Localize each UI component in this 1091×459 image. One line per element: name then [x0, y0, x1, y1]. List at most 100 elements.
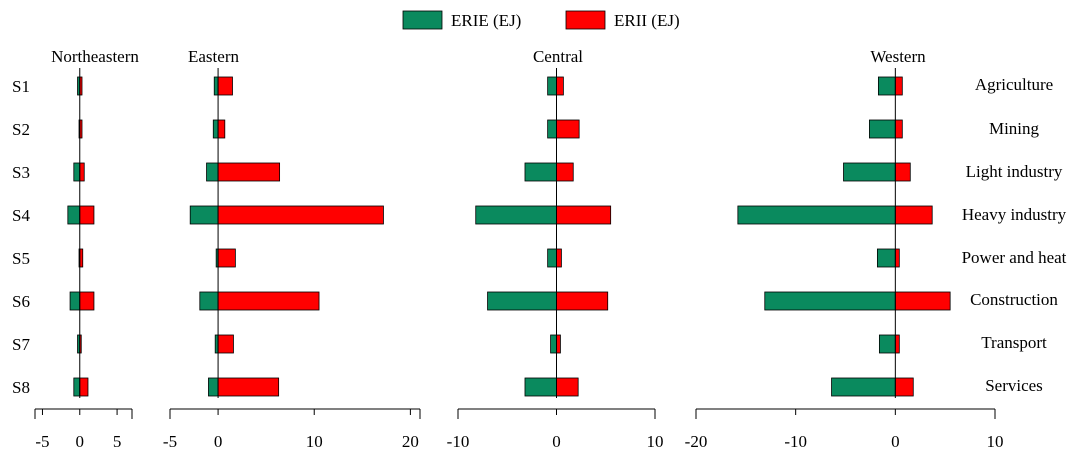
bar-erie-northeastern-s8 — [73, 377, 81, 397]
bar-erie-eastern-s4 — [189, 205, 219, 225]
bar-erie-eastern-s1 — [213, 76, 219, 96]
bar-erii-eastern-s5 — [217, 248, 236, 268]
sector-label-construction: Construction — [970, 290, 1058, 309]
panel-western: Western -20 -10 0 10 — [685, 47, 1004, 451]
row-label-s4: S4 — [12, 206, 30, 225]
row-label-s2: S2 — [12, 120, 30, 139]
bar-erii-western-s4 — [894, 205, 933, 225]
bar-erie-central-s3 — [524, 162, 557, 182]
x-tick-label-eastern-0: 0 — [214, 432, 223, 451]
bar-erii-northeastern-s8 — [79, 377, 89, 397]
x-tick-label-western--20: -20 — [685, 432, 708, 451]
bar-erii-central-s1 — [556, 76, 564, 96]
x-tick-label-central-0: 0 — [552, 432, 561, 451]
panel-northeastern: Northeastern -5 0 5 — [34, 47, 139, 451]
bar-erie-eastern-s8 — [208, 377, 219, 397]
bar-erii-central-s4 — [556, 205, 612, 225]
panel-title-central: Central — [533, 47, 583, 66]
panel-title-northeastern: Northeastern — [51, 47, 139, 66]
bar-erie-central-s6 — [487, 291, 557, 311]
bar-erii-eastern-s3 — [217, 162, 281, 182]
bar-erie-central-s4 — [475, 205, 557, 225]
bar-erie-western-s8 — [831, 377, 896, 397]
bar-erie-eastern-s2 — [212, 119, 219, 139]
bar-erie-western-s2 — [869, 119, 896, 139]
bar-erie-central-s2 — [547, 119, 557, 139]
row-label-s6: S6 — [12, 292, 30, 311]
bar-erie-northeastern-s4 — [67, 205, 81, 225]
sector-label-light-industry: Light industry — [966, 162, 1063, 181]
legend-label-erie: ERIE (EJ) — [451, 11, 521, 30]
bar-erii-eastern-s6 — [217, 291, 320, 311]
row-label-s1: S1 — [12, 77, 30, 96]
bar-erii-central-s5 — [556, 248, 562, 268]
bar-erie-western-s5 — [876, 248, 896, 268]
row-label-s3: S3 — [12, 163, 30, 182]
bar-erii-western-s5 — [894, 248, 900, 268]
bar-erie-eastern-s6 — [199, 291, 219, 311]
bar-erii-central-s6 — [556, 291, 609, 311]
sector-label-transport: Transport — [981, 333, 1047, 352]
row-label-s5: S5 — [12, 249, 30, 268]
panel-central: Central -10 0 10 — [447, 47, 664, 451]
bar-erii-eastern-s1 — [217, 76, 233, 96]
bar-erie-northeastern-s3 — [73, 162, 81, 182]
bar-erii-western-s8 — [894, 377, 914, 397]
bar-erii-northeastern-s3 — [79, 162, 85, 182]
x-tick-label-central-10: 10 — [647, 432, 664, 451]
x-tick-label-northeastern-0: 0 — [76, 432, 85, 451]
bar-erie-western-s4 — [737, 205, 896, 225]
bar-erii-eastern-s8 — [217, 377, 280, 397]
legend-swatch-erie — [402, 10, 443, 30]
row-label-s7: S7 — [12, 335, 30, 354]
bar-erii-eastern-s2 — [217, 119, 226, 139]
bar-erii-central-s3 — [556, 162, 574, 182]
x-tick-label-eastern-10: 10 — [306, 432, 323, 451]
panels: Northeastern -5 0 5 Eastern -5 0 10 20 Central -10… — [34, 47, 1004, 451]
bar-erii-central-s2 — [556, 119, 580, 139]
legend-swatch-erii — [565, 10, 606, 30]
x-tick-label-western--10: -10 — [784, 432, 807, 451]
bar-erii-western-s1 — [894, 76, 903, 96]
bar-erii-western-s7 — [894, 334, 900, 354]
sector-labels: Agriculture Mining Light industry Heavy … — [962, 75, 1067, 395]
legend: ERIE (EJ) ERII (EJ) — [402, 10, 680, 30]
x-tick-label-eastern--5: -5 — [163, 432, 177, 451]
bar-erii-central-s7 — [556, 334, 561, 354]
bar-erie-western-s1 — [877, 76, 896, 96]
bar-erii-western-s3 — [894, 162, 911, 182]
panel-title-western: Western — [870, 47, 926, 66]
bar-erie-central-s8 — [524, 377, 557, 397]
sector-label-agriculture: Agriculture — [975, 75, 1053, 94]
sector-label-heavy-industry: Heavy industry — [962, 205, 1067, 224]
bar-erie-western-s3 — [843, 162, 896, 182]
x-tick-label-western-0: 0 — [891, 432, 900, 451]
x-tick-label-western-10: 10 — [987, 432, 1004, 451]
bar-erie-central-s7 — [550, 334, 557, 354]
panel-eastern: Eastern -5 0 10 20 — [163, 47, 421, 451]
x-tick-label-central--10: -10 — [447, 432, 470, 451]
bar-erie-western-s7 — [878, 334, 896, 354]
panel-title-eastern: Eastern — [188, 47, 239, 66]
bar-erii-eastern-s4 — [217, 205, 384, 225]
bar-erie-central-s5 — [547, 248, 557, 268]
row-labels: S1 S2 S3 S4 S5 S6 S7 S8 — [12, 77, 30, 397]
bar-erie-central-s1 — [547, 76, 557, 96]
bar-erii-eastern-s7 — [217, 334, 234, 354]
bar-erii-western-s2 — [894, 119, 903, 139]
bar-erii-northeastern-s4 — [79, 205, 95, 225]
bar-erii-northeastern-s6 — [79, 291, 95, 311]
sector-label-mining: Mining — [989, 119, 1040, 138]
x-tick-label-northeastern--5: -5 — [35, 432, 49, 451]
sector-label-power-and-heat: Power and heat — [962, 248, 1067, 267]
row-label-s8: S8 — [12, 378, 30, 397]
bar-erii-central-s8 — [556, 377, 579, 397]
bar-erie-eastern-s3 — [206, 162, 219, 182]
bar-erie-western-s6 — [764, 291, 896, 311]
bar-erii-western-s6 — [894, 291, 951, 311]
legend-label-erii: ERII (EJ) — [614, 11, 680, 30]
x-tick-label-northeastern-5: 5 — [113, 432, 122, 451]
bar-erie-northeastern-s6 — [69, 291, 81, 311]
x-tick-label-eastern-20: 20 — [402, 432, 419, 451]
